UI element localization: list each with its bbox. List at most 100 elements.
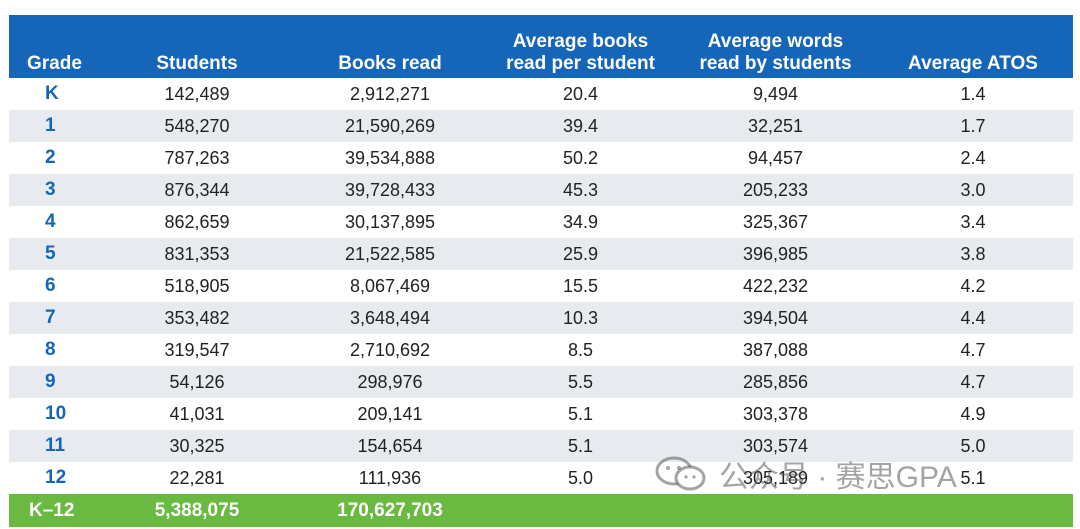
cell-avg-atos: 4.4 [873, 302, 1073, 334]
cell-grade: 1 [9, 110, 97, 142]
cell-grade: 9 [9, 366, 97, 398]
cell-avg-words: 394,504 [678, 302, 873, 334]
cell-students: 876,344 [97, 174, 297, 206]
cell-students: 22,281 [97, 462, 297, 494]
cell-avg-words: 325,367 [678, 206, 873, 238]
cell-avg-books: 8.5 [483, 334, 678, 366]
cell-students: 548,270 [97, 110, 297, 142]
cell-avg-atos: 3.0 [873, 174, 1073, 206]
cell-avg-atos: 5.0 [873, 430, 1073, 462]
table-row: 9 54,126 298,976 5.5 285,856 4.7 [9, 366, 1073, 398]
cell-grade: 12 [9, 462, 97, 494]
cell-avg-books: 5.0 [483, 462, 678, 494]
cell-avg-words: 303,378 [678, 398, 873, 430]
column-header-books-read: Books read [297, 15, 483, 78]
cell-avg-books: 34.9 [483, 206, 678, 238]
table-row: 7 353,482 3,648,494 10.3 394,504 4.4 [9, 302, 1073, 334]
total-cell-students: 5,388,075 [97, 494, 297, 527]
cell-students: 831,353 [97, 238, 297, 270]
cell-avg-words: 94,457 [678, 142, 873, 174]
cell-books-read: 2,710,692 [297, 334, 483, 366]
column-header-avg-words: Average words read by students [678, 15, 873, 78]
cell-books-read: 8,067,469 [297, 270, 483, 302]
column-header-avg-books: Average books read per student [483, 15, 678, 78]
cell-avg-books: 10.3 [483, 302, 678, 334]
cell-avg-words: 396,985 [678, 238, 873, 270]
cell-grade: 5 [9, 238, 97, 270]
cell-books-read: 21,590,269 [297, 110, 483, 142]
cell-avg-books: 5.5 [483, 366, 678, 398]
column-header-students: Students [97, 15, 297, 78]
total-cell-avg-atos [873, 494, 1073, 527]
cell-books-read: 209,141 [297, 398, 483, 430]
cell-avg-atos: 1.4 [873, 78, 1073, 110]
total-cell-books-read: 170,627,703 [297, 494, 483, 527]
total-cell-avg-words [678, 494, 873, 527]
cell-avg-atos: 2.4 [873, 142, 1073, 174]
cell-grade: 11 [9, 430, 97, 462]
cell-grade: 7 [9, 302, 97, 334]
cell-avg-words: 9,494 [678, 78, 873, 110]
cell-grade: 3 [9, 174, 97, 206]
cell-avg-words: 205,233 [678, 174, 873, 206]
table-row: 6 518,905 8,067,469 15.5 422,232 4.2 [9, 270, 1073, 302]
cell-students: 41,031 [97, 398, 297, 430]
cell-students: 787,263 [97, 142, 297, 174]
table-row: 12 22,281 111,936 5.0 305,189 5.1 [9, 462, 1073, 494]
table-row: 1 548,270 21,590,269 39.4 32,251 1.7 [9, 110, 1073, 142]
cell-avg-words: 285,856 [678, 366, 873, 398]
cell-avg-books: 15.5 [483, 270, 678, 302]
cell-avg-books: 20.4 [483, 78, 678, 110]
cell-grade: 6 [9, 270, 97, 302]
total-cell-grade: K–12 [9, 494, 97, 527]
header-row: Grade Students Books read Average books r… [9, 15, 1073, 78]
cell-avg-books: 50.2 [483, 142, 678, 174]
cell-grade: K [9, 78, 97, 110]
cell-avg-atos: 5.1 [873, 462, 1073, 494]
column-header-grade: Grade [9, 15, 97, 78]
cell-books-read: 111,936 [297, 462, 483, 494]
cell-avg-atos: 1.7 [873, 110, 1073, 142]
cell-students: 142,489 [97, 78, 297, 110]
cell-avg-books: 45.3 [483, 174, 678, 206]
cell-books-read: 21,522,585 [297, 238, 483, 270]
cell-avg-atos: 4.7 [873, 366, 1073, 398]
cell-grade: 4 [9, 206, 97, 238]
table-row: 5 831,353 21,522,585 25.9 396,985 3.8 [9, 238, 1073, 270]
cell-students: 30,325 [97, 430, 297, 462]
cell-grade: 10 [9, 398, 97, 430]
cell-students: 54,126 [97, 366, 297, 398]
cell-students: 518,905 [97, 270, 297, 302]
cell-avg-words: 387,088 [678, 334, 873, 366]
cell-books-read: 2,912,271 [297, 78, 483, 110]
table-row: K 142,489 2,912,271 20.4 9,494 1.4 [9, 78, 1073, 110]
cell-books-read: 39,728,433 [297, 174, 483, 206]
cell-avg-books: 5.1 [483, 430, 678, 462]
cell-books-read: 298,976 [297, 366, 483, 398]
cell-avg-words: 422,232 [678, 270, 873, 302]
cell-avg-books: 39.4 [483, 110, 678, 142]
cell-grade: 8 [9, 334, 97, 366]
table-row: 10 41,031 209,141 5.1 303,378 4.9 [9, 398, 1073, 430]
cell-books-read: 3,648,494 [297, 302, 483, 334]
reading-stats-table-container: Grade Students Books read Average books r… [9, 15, 1073, 527]
cell-avg-words: 305,189 [678, 462, 873, 494]
cell-avg-books: 25.9 [483, 238, 678, 270]
table-row: 2 787,263 39,534,888 50.2 94,457 2.4 [9, 142, 1073, 174]
cell-avg-atos: 3.4 [873, 206, 1073, 238]
total-cell-avg-books [483, 494, 678, 527]
reading-stats-table: Grade Students Books read Average books r… [9, 15, 1073, 527]
cell-students: 862,659 [97, 206, 297, 238]
cell-books-read: 39,534,888 [297, 142, 483, 174]
table-row: 11 30,325 154,654 5.1 303,574 5.0 [9, 430, 1073, 462]
cell-books-read: 30,137,895 [297, 206, 483, 238]
column-header-avg-atos: Average ATOS [873, 15, 1073, 78]
cell-avg-atos: 4.9 [873, 398, 1073, 430]
cell-avg-atos: 4.2 [873, 270, 1073, 302]
table-row: 3 876,344 39,728,433 45.3 205,233 3.0 [9, 174, 1073, 206]
cell-students: 353,482 [97, 302, 297, 334]
cell-avg-words: 303,574 [678, 430, 873, 462]
table-row: 4 862,659 30,137,895 34.9 325,367 3.4 [9, 206, 1073, 238]
cell-grade: 2 [9, 142, 97, 174]
cell-students: 319,547 [97, 334, 297, 366]
